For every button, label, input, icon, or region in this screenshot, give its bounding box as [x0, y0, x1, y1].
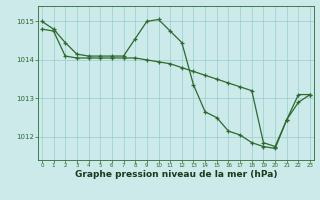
X-axis label: Graphe pression niveau de la mer (hPa): Graphe pression niveau de la mer (hPa): [75, 170, 277, 179]
